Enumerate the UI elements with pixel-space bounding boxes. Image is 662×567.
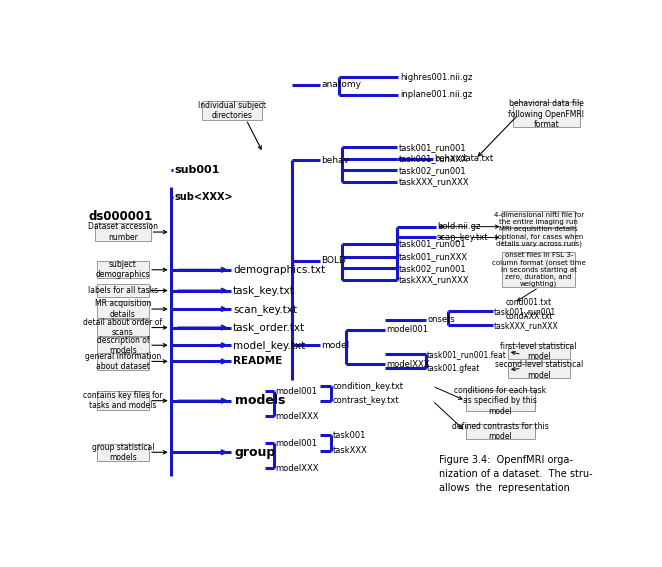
Text: labels for all tasks: labels for all tasks bbox=[88, 286, 158, 295]
Text: scan_key.txt: scan_key.txt bbox=[437, 233, 489, 242]
Text: bold.nii.gz: bold.nii.gz bbox=[437, 222, 481, 231]
Text: Dataset accession
number: Dataset accession number bbox=[88, 222, 158, 242]
Text: sub<XXX>: sub<XXX> bbox=[175, 192, 233, 202]
Text: task_key.txt: task_key.txt bbox=[233, 285, 295, 296]
FancyBboxPatch shape bbox=[465, 390, 535, 412]
Text: model001: model001 bbox=[275, 387, 317, 396]
FancyBboxPatch shape bbox=[97, 261, 149, 278]
Text: task001_run001: task001_run001 bbox=[399, 143, 466, 152]
Text: first-level statistical
model: first-level statistical model bbox=[500, 342, 577, 361]
FancyBboxPatch shape bbox=[202, 101, 262, 120]
Text: behavioral data file
following OpenFMRI
format: behavioral data file following OpenFMRI … bbox=[508, 99, 585, 129]
FancyBboxPatch shape bbox=[97, 319, 149, 336]
Text: taskXXX_runXXX: taskXXX_runXXX bbox=[399, 276, 469, 284]
Text: task_order.txt: task_order.txt bbox=[233, 322, 305, 333]
FancyBboxPatch shape bbox=[502, 252, 575, 287]
Text: group: group bbox=[234, 446, 276, 459]
Text: task001.gfeat: task001.gfeat bbox=[427, 364, 481, 373]
Text: MRI acquisition details
(optional, for cases when
details vary across runs): MRI acquisition details (optional, for c… bbox=[495, 226, 583, 247]
Text: detail about order of
scans: detail about order of scans bbox=[83, 318, 162, 337]
FancyBboxPatch shape bbox=[97, 353, 149, 370]
Text: model: model bbox=[322, 341, 350, 350]
Text: highres001.nii.gz: highres001.nii.gz bbox=[400, 73, 473, 82]
Text: general information
about dataset: general information about dataset bbox=[85, 352, 161, 371]
Text: onset files in FSL 3-
column format (onset time
in seconds starting at
zero, dur: onset files in FSL 3- column format (ons… bbox=[492, 252, 586, 287]
Text: Individual subject
directories: Individual subject directories bbox=[198, 101, 266, 120]
Text: ds000001: ds000001 bbox=[88, 210, 152, 223]
FancyBboxPatch shape bbox=[97, 284, 149, 297]
Text: defined contrasts for this
model: defined contrasts for this model bbox=[452, 422, 549, 441]
Text: Figure 3.4:  OpenfMRI orga-
nization of a dataset.  The stru-
allows  the  repre: Figure 3.4: OpenfMRI orga- nization of a… bbox=[439, 455, 592, 493]
Text: group statistical
models: group statistical models bbox=[91, 443, 154, 462]
Text: task001_runXXX: task001_runXXX bbox=[399, 154, 467, 163]
Text: modelXXX: modelXXX bbox=[275, 464, 319, 473]
FancyBboxPatch shape bbox=[512, 102, 581, 126]
Text: taskXXX_runXXX: taskXXX_runXXX bbox=[494, 321, 559, 330]
Text: inplane001.nii.gz: inplane001.nii.gz bbox=[400, 91, 472, 99]
Text: second-level statistical
model: second-level statistical model bbox=[495, 360, 583, 379]
Text: subject
demographics: subject demographics bbox=[95, 260, 150, 280]
Text: BOLD: BOLD bbox=[322, 256, 346, 265]
Text: task001_runXXX: task001_runXXX bbox=[399, 252, 467, 261]
Text: behav: behav bbox=[322, 156, 350, 165]
Text: 4-dimensional nifti file for
the entire imaging run: 4-dimensional nifti file for the entire … bbox=[494, 213, 584, 226]
Text: condition_key.txt: condition_key.txt bbox=[332, 382, 403, 391]
Text: task001_run001.feat: task001_run001.feat bbox=[427, 350, 507, 359]
Text: anatomy: anatomy bbox=[322, 81, 361, 90]
Text: task002_run001: task002_run001 bbox=[399, 264, 466, 273]
FancyBboxPatch shape bbox=[502, 211, 575, 227]
Text: task001_run001: task001_run001 bbox=[494, 307, 556, 316]
Text: contains key files for
tasks and models: contains key files for tasks and models bbox=[83, 391, 163, 411]
Text: sub001: sub001 bbox=[175, 166, 220, 175]
FancyBboxPatch shape bbox=[97, 337, 149, 353]
Text: MR acquisition
details: MR acquisition details bbox=[95, 299, 151, 319]
FancyBboxPatch shape bbox=[508, 344, 569, 359]
Text: contrast_key.txt: contrast_key.txt bbox=[332, 396, 399, 405]
Text: taskXXX_runXXX: taskXXX_runXXX bbox=[399, 177, 469, 187]
Text: model001: model001 bbox=[275, 438, 317, 447]
FancyBboxPatch shape bbox=[502, 228, 575, 245]
Text: task002_run001: task002_run001 bbox=[399, 166, 466, 175]
Text: scan_key.txt: scan_key.txt bbox=[233, 303, 297, 315]
Text: task001: task001 bbox=[332, 431, 365, 440]
Text: onsets: onsets bbox=[427, 315, 455, 324]
Text: behavdata.txt: behavdata.txt bbox=[434, 154, 493, 163]
Text: model001: model001 bbox=[386, 325, 428, 335]
Text: modelXXX: modelXXX bbox=[386, 360, 430, 369]
Text: task001_run001: task001_run001 bbox=[399, 239, 466, 248]
FancyBboxPatch shape bbox=[97, 444, 149, 461]
Text: model_key.txt: model_key.txt bbox=[233, 340, 305, 351]
Text: modelXXX: modelXXX bbox=[275, 412, 319, 421]
Text: description of
models: description of models bbox=[97, 336, 149, 355]
Text: models: models bbox=[234, 394, 285, 407]
FancyBboxPatch shape bbox=[97, 301, 149, 318]
FancyBboxPatch shape bbox=[97, 391, 149, 410]
Text: conditions for each task
as specified by this
model: conditions for each task as specified by… bbox=[454, 386, 546, 416]
FancyBboxPatch shape bbox=[95, 223, 151, 242]
Text: demographics.txt: demographics.txt bbox=[233, 265, 325, 275]
FancyBboxPatch shape bbox=[465, 424, 535, 439]
Text: README: README bbox=[233, 357, 282, 366]
Text: taskXXX: taskXXX bbox=[332, 446, 367, 455]
Text: cond001.txt: cond001.txt bbox=[506, 298, 551, 307]
FancyBboxPatch shape bbox=[508, 362, 569, 378]
Text: condXXX.txt: condXXX.txt bbox=[506, 312, 553, 321]
